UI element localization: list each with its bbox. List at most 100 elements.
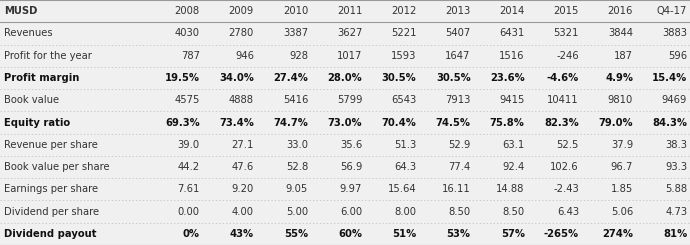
Text: 1593: 1593 <box>391 51 417 61</box>
Text: 1.85: 1.85 <box>611 184 633 194</box>
Text: 3387: 3387 <box>283 28 308 38</box>
Text: 57%: 57% <box>501 229 525 239</box>
Text: 2008: 2008 <box>175 6 200 16</box>
Text: 5799: 5799 <box>337 95 362 105</box>
Text: 4888: 4888 <box>229 95 254 105</box>
Text: 37.9: 37.9 <box>611 140 633 150</box>
Text: 6543: 6543 <box>391 95 417 105</box>
Text: 102.6: 102.6 <box>551 162 579 172</box>
Text: 2013: 2013 <box>445 6 471 16</box>
Text: 4030: 4030 <box>175 28 200 38</box>
Text: 2780: 2780 <box>228 28 254 38</box>
Text: 52.9: 52.9 <box>448 140 471 150</box>
Text: 55%: 55% <box>284 229 308 239</box>
Text: 69.3%: 69.3% <box>165 118 200 127</box>
Text: 1516: 1516 <box>500 51 525 61</box>
Text: 92.4: 92.4 <box>502 162 525 172</box>
Text: 15.64: 15.64 <box>388 184 417 194</box>
Text: 5416: 5416 <box>283 95 308 105</box>
Text: 23.6%: 23.6% <box>490 73 525 83</box>
Bar <box>0 134 690 156</box>
Text: 51%: 51% <box>392 229 417 239</box>
Text: 27.1: 27.1 <box>232 140 254 150</box>
Text: 73.0%: 73.0% <box>328 118 362 127</box>
Text: 1017: 1017 <box>337 51 362 61</box>
Text: 5.88: 5.88 <box>665 184 687 194</box>
Text: 53%: 53% <box>446 229 471 239</box>
Text: Dividend payout: Dividend payout <box>4 229 97 239</box>
Text: 928: 928 <box>289 51 308 61</box>
Text: 27.4%: 27.4% <box>273 73 308 83</box>
Text: 63.1: 63.1 <box>502 140 525 150</box>
Text: 7.61: 7.61 <box>177 184 200 194</box>
Text: 75.8%: 75.8% <box>490 118 525 127</box>
Text: 38.3: 38.3 <box>665 140 687 150</box>
Text: 4.73: 4.73 <box>665 207 687 217</box>
Text: 56.9: 56.9 <box>340 162 362 172</box>
Text: 52.8: 52.8 <box>286 162 308 172</box>
Bar <box>0 200 690 223</box>
Bar <box>0 67 690 89</box>
Text: 187: 187 <box>614 51 633 61</box>
Text: 9.05: 9.05 <box>286 184 308 194</box>
Text: 84.3%: 84.3% <box>652 118 687 127</box>
Text: 9469: 9469 <box>662 95 687 105</box>
Text: 5321: 5321 <box>553 28 579 38</box>
Bar <box>0 45 690 67</box>
Text: 93.3: 93.3 <box>665 162 687 172</box>
Text: 8.00: 8.00 <box>395 207 417 217</box>
Text: 0%: 0% <box>183 229 200 239</box>
Text: 44.2: 44.2 <box>177 162 200 172</box>
Text: 74.7%: 74.7% <box>273 118 308 127</box>
Text: 7913: 7913 <box>445 95 471 105</box>
Text: 74.5%: 74.5% <box>435 118 471 127</box>
Text: 5.00: 5.00 <box>286 207 308 217</box>
Text: 4.00: 4.00 <box>232 207 254 217</box>
Text: 52.5: 52.5 <box>557 140 579 150</box>
Text: 15.4%: 15.4% <box>652 73 687 83</box>
Text: Equity ratio: Equity ratio <box>4 118 70 127</box>
Bar <box>0 0 690 22</box>
Text: 77.4: 77.4 <box>448 162 471 172</box>
Text: -265%: -265% <box>544 229 579 239</box>
Text: 4575: 4575 <box>175 95 200 105</box>
Text: 10411: 10411 <box>547 95 579 105</box>
Bar <box>0 22 690 45</box>
Text: Earnings per share: Earnings per share <box>4 184 98 194</box>
Text: 4.9%: 4.9% <box>605 73 633 83</box>
Text: 5.06: 5.06 <box>611 207 633 217</box>
Text: 16.11: 16.11 <box>442 184 471 194</box>
Text: 6.00: 6.00 <box>340 207 362 217</box>
Bar <box>0 223 690 245</box>
Text: 39.0: 39.0 <box>177 140 200 150</box>
Text: Q4-17: Q4-17 <box>657 6 687 16</box>
Text: Book value: Book value <box>4 95 59 105</box>
Text: -4.6%: -4.6% <box>546 73 579 83</box>
Text: 596: 596 <box>668 51 687 61</box>
Text: 51.3: 51.3 <box>394 140 417 150</box>
Text: 19.5%: 19.5% <box>165 73 200 83</box>
Text: 946: 946 <box>235 51 254 61</box>
Text: 3627: 3627 <box>337 28 362 38</box>
Text: 2014: 2014 <box>500 6 525 16</box>
Text: 274%: 274% <box>602 229 633 239</box>
Text: 9810: 9810 <box>608 95 633 105</box>
Text: MUSD: MUSD <box>4 6 37 16</box>
Bar <box>0 156 690 178</box>
Text: Revenues: Revenues <box>4 28 52 38</box>
Text: 9.97: 9.97 <box>340 184 362 194</box>
Text: 9415: 9415 <box>500 95 525 105</box>
Text: 2009: 2009 <box>228 6 254 16</box>
Text: 81%: 81% <box>663 229 687 239</box>
Text: -246: -246 <box>556 51 579 61</box>
Text: Dividend per share: Dividend per share <box>4 207 99 217</box>
Text: 787: 787 <box>181 51 200 61</box>
Text: 28.0%: 28.0% <box>328 73 362 83</box>
Text: 34.0%: 34.0% <box>219 73 254 83</box>
Text: 47.6: 47.6 <box>232 162 254 172</box>
Text: 6.43: 6.43 <box>557 207 579 217</box>
Text: 2016: 2016 <box>608 6 633 16</box>
Text: 2011: 2011 <box>337 6 362 16</box>
Text: 64.3: 64.3 <box>394 162 417 172</box>
Text: 8.50: 8.50 <box>448 207 471 217</box>
